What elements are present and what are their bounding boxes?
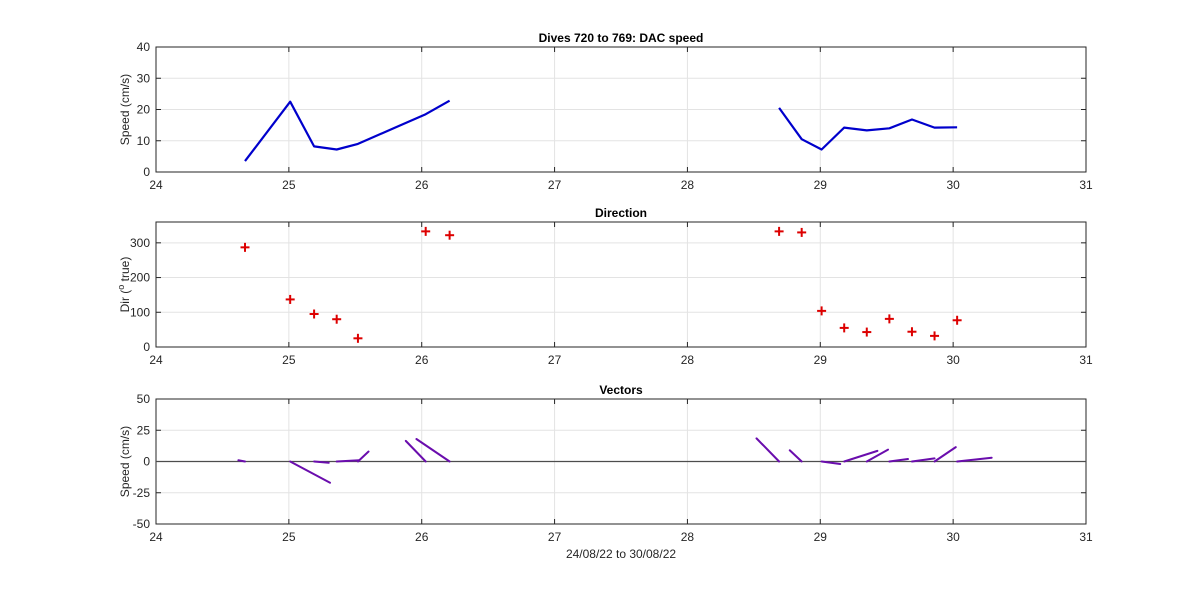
y-tick-label: 10 [137, 134, 151, 148]
y-tick-label: 300 [130, 236, 150, 250]
x-tick-label: 24 [149, 178, 163, 192]
y-tick-label: 30 [137, 71, 151, 85]
y-axis-label: Dir (o true) [116, 257, 132, 313]
panel-title: Direction [595, 206, 647, 220]
x-tick-label: 28 [681, 353, 695, 367]
direction-marker [285, 294, 295, 304]
y-tick-label: 200 [130, 271, 150, 285]
axes-box [155, 221, 1087, 348]
x-tick-label: 26 [415, 353, 429, 367]
current-vector [404, 439, 427, 463]
direction-marker [332, 314, 342, 324]
current-vector [356, 450, 370, 463]
direction-marker [309, 309, 319, 319]
current-vector [865, 448, 890, 463]
direction-marker [862, 327, 872, 337]
y-tick-label: 0 [143, 165, 150, 179]
x-axis-caption: 24/08/22 to 30/08/22 [566, 547, 676, 561]
y-axis-label: Speed (cm/s) [118, 426, 132, 497]
current-vector [289, 460, 332, 484]
y-tick-label: 0 [143, 340, 150, 354]
x-tick-label: 30 [946, 178, 960, 192]
x-tick-label: 27 [548, 178, 562, 192]
y-tick-label: 40 [137, 40, 151, 54]
x-tick-label: 31 [1079, 178, 1093, 192]
x-tick-label: 24 [149, 530, 163, 544]
direction-marker [907, 327, 917, 337]
y-axis-label-superscript: o [116, 285, 126, 290]
y-axis-label-part: Dir ( [118, 290, 132, 313]
panel-1: 24 25 26 27 28 29 30 31 0 10 20 30 40 Dives 720 to 76… [118, 31, 1093, 192]
current-vector [956, 456, 993, 463]
y-axis-label-part: true) [118, 257, 132, 285]
direction-marker [421, 226, 431, 236]
direction-marker [839, 323, 849, 333]
y-tick-label: -50 [133, 517, 151, 531]
speed-line-segment [778, 107, 958, 151]
panel-2: 24 25 26 27 28 29 30 31 0 100 200 300 Direction Dir (… [116, 206, 1093, 367]
x-tick-label: 31 [1079, 530, 1093, 544]
current-vector [237, 459, 247, 463]
x-tick-label: 28 [681, 178, 695, 192]
current-vector [313, 460, 330, 464]
speed-line-segment [244, 99, 451, 162]
x-tick-label: 25 [282, 530, 296, 544]
y-tick-label: -25 [133, 486, 151, 500]
current-vector [820, 460, 842, 465]
current-vector [788, 449, 803, 463]
y-tick-label: 100 [130, 305, 150, 319]
current-vector [335, 459, 361, 463]
x-tick-label: 27 [548, 530, 562, 544]
direction-marker [930, 331, 940, 341]
x-tick-label: 29 [814, 178, 828, 192]
direction-marker [817, 306, 827, 316]
x-tick-label: 25 [282, 353, 296, 367]
x-tick-label: 31 [1079, 353, 1093, 367]
y-tick-label: 25 [137, 423, 151, 437]
direction-marker [445, 230, 455, 240]
x-tick-label: 29 [814, 353, 828, 367]
x-tick-label: 26 [415, 178, 429, 192]
x-tick-label: 24 [149, 353, 163, 367]
current-vector [415, 438, 451, 463]
direction-marker [797, 227, 807, 237]
x-tick-label: 27 [548, 353, 562, 367]
panel-title: Vectors [599, 383, 643, 397]
y-axis-label: Speed (cm/s) [118, 74, 132, 145]
current-vector [843, 449, 879, 463]
y-tick-label: 0 [143, 455, 150, 469]
direction-marker [240, 242, 250, 252]
direction-marker [884, 314, 894, 324]
panel-3: 24 25 26 27 28 29 30 31 -50 -25 0 25 50 Vectors Speed … [118, 383, 1093, 544]
direction-marker [353, 333, 363, 343]
panel-title: Dives 720 to 769: DAC speed [539, 31, 704, 45]
x-tick-label: 30 [946, 530, 960, 544]
x-tick-label: 29 [814, 530, 828, 544]
y-tick-label: 20 [137, 103, 151, 117]
current-vector [755, 437, 781, 463]
current-vector [933, 446, 957, 463]
x-tick-label: 30 [946, 353, 960, 367]
x-tick-label: 26 [415, 530, 429, 544]
x-tick-label: 25 [282, 178, 296, 192]
current-vector [910, 457, 936, 463]
y-tick-label: 50 [137, 392, 151, 406]
current-vector [888, 458, 909, 463]
x-tick-label: 28 [681, 530, 695, 544]
direction-marker [952, 315, 962, 325]
direction-marker [774, 226, 784, 236]
